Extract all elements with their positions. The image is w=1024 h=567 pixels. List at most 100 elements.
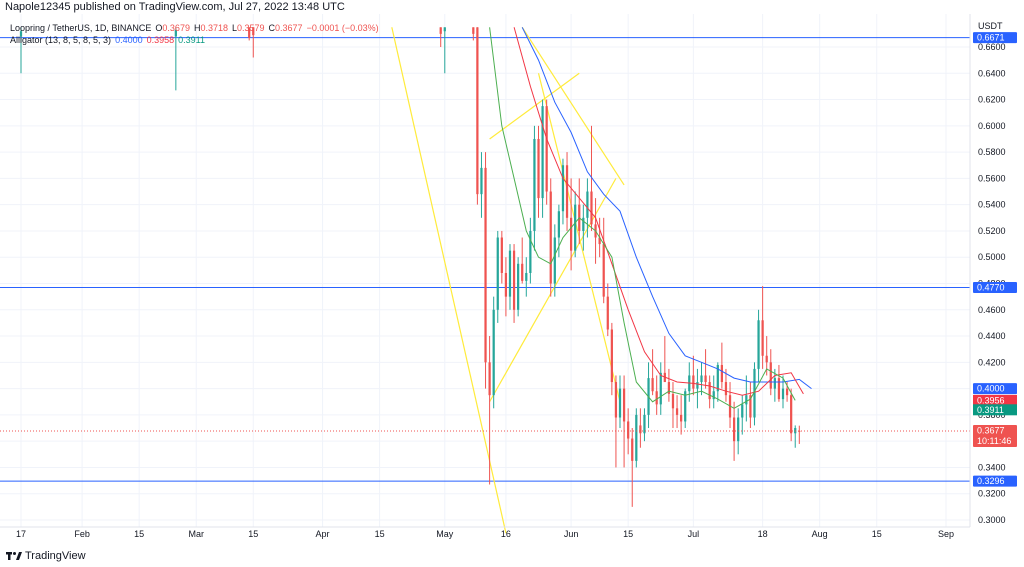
tradingview-brand[interactable]: TradingView [6, 549, 86, 563]
candle-body [252, 27, 255, 36]
alligator-lips-line [489, 27, 796, 409]
candle-body [529, 230, 532, 273]
time-tick-label: Aug [812, 529, 828, 539]
jaw-badge-bg [973, 383, 1017, 395]
price-tick-label: 0.4400 [978, 331, 1006, 341]
high-label: H [193, 23, 201, 33]
candle-body [439, 27, 442, 34]
candle [569, 178, 573, 271]
symbol-legend[interactable]: Loopring / TetherUS, 1D, BINANCE O0.3679 H… [10, 23, 383, 34]
candle [443, 27, 446, 74]
candle [700, 362, 703, 396]
trend-lines [391, 26, 625, 534]
candle [565, 152, 569, 231]
candle-body [761, 320, 764, 356]
candle-body [769, 362, 772, 389]
candle [761, 286, 764, 369]
price-tick-label: 0.3400 [978, 462, 1006, 472]
open-label: O [155, 23, 163, 33]
candle [777, 364, 781, 402]
candle-body [443, 27, 446, 32]
level-badge: 0.6671 [973, 32, 1017, 44]
candle-body [671, 393, 675, 409]
time-tick-label: Feb [74, 529, 90, 539]
price-tick-label: 0.5200 [978, 226, 1006, 236]
alligator-lips-value: 0.3911 [178, 35, 205, 45]
candle [773, 368, 776, 402]
price-tick-label: 0.4600 [978, 305, 1006, 315]
tradingview-logo-icon [6, 552, 22, 560]
candle-body [708, 382, 711, 400]
price-tick-label: 0.6200 [978, 95, 1006, 105]
time-tick-label: 16 [501, 529, 511, 539]
candle [753, 362, 756, 426]
candle [712, 375, 715, 409]
candle-body [675, 408, 679, 415]
price-tick-label: 0.4200 [978, 357, 1006, 367]
candles [19, 27, 801, 507]
candle [663, 336, 666, 383]
time-tick-label: 15 [375, 529, 385, 539]
candle-body [631, 438, 634, 461]
low-value: 0.3579 [237, 23, 265, 33]
time-tick-label: Apr [316, 529, 330, 539]
candle-body [696, 382, 699, 389]
candle-body [537, 138, 540, 199]
candle-body [586, 191, 589, 218]
price-tick-label: 0.5400 [978, 200, 1006, 210]
candle-body [606, 296, 609, 330]
candle [749, 382, 752, 429]
candle-body [561, 165, 565, 212]
candle-body [553, 237, 556, 284]
alligator-jaw-value: 0.4000 [115, 35, 143, 45]
candle [561, 158, 565, 225]
candle [757, 309, 760, 383]
level-badge-bg [973, 32, 1017, 44]
candle-body [618, 388, 622, 418]
price-tick-label: 0.3200 [978, 489, 1006, 499]
candle [537, 125, 540, 218]
candle [492, 296, 495, 409]
price-tick-label: 0.5000 [978, 252, 1006, 262]
candle [798, 425, 801, 444]
currency-label: USDT [978, 21, 1003, 31]
price-tick-label: 0.6400 [978, 68, 1006, 78]
time-tick-label: 15 [872, 529, 882, 539]
candle [675, 395, 679, 429]
candle [659, 362, 662, 415]
candle-body [541, 106, 544, 199]
candle [680, 395, 683, 435]
candle-body [484, 167, 487, 363]
candle [635, 408, 638, 468]
lips-badge-text: 0.3911 [977, 405, 1004, 415]
candle [602, 217, 605, 304]
candle-body [508, 250, 512, 297]
candle-body [773, 378, 776, 389]
candle-body [651, 378, 654, 392]
time-tick-label: 17 [16, 529, 26, 539]
candle-body [692, 375, 695, 389]
alligator-legend[interactable]: Alligator (13, 8, 5, 8, 5, 3) 0.4000 0.395… [10, 35, 209, 46]
candle [667, 368, 671, 402]
candle-body [732, 417, 736, 442]
candle [525, 257, 528, 297]
candle-body [512, 250, 516, 310]
trend-line-1 [391, 27, 507, 534]
candle-body [643, 414, 646, 434]
candle [688, 362, 691, 402]
candle-body [610, 329, 613, 383]
candle-body [785, 388, 789, 396]
candle [741, 395, 744, 435]
candle-body [737, 417, 740, 442]
candle [790, 388, 793, 442]
candle-body [533, 138, 536, 231]
price-tick-label: 0.5600 [978, 173, 1006, 183]
candle-body [777, 378, 781, 400]
trend-line-4 [489, 72, 580, 140]
candle-body [565, 165, 569, 218]
candle-body [574, 204, 577, 251]
candle-body [521, 263, 524, 281]
brand-name: TradingView [25, 550, 86, 562]
change-value: −0.0001 (−0.03%) [306, 23, 379, 33]
